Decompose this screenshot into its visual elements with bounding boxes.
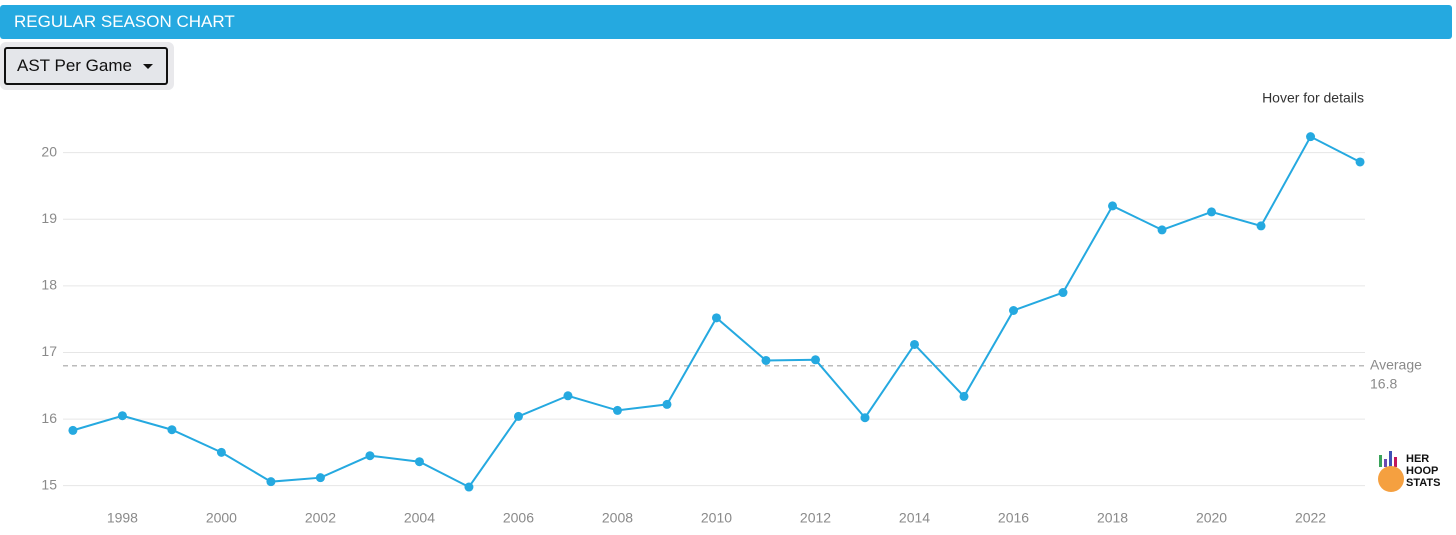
y-tick-label: 16 — [41, 410, 57, 426]
point — [1306, 132, 1316, 142]
logo-bar — [1384, 459, 1387, 467]
point — [1256, 221, 1266, 231]
point — [1157, 225, 1167, 235]
point — [612, 405, 622, 415]
point — [464, 482, 474, 492]
line — [72, 135, 1361, 489]
logo-ball — [1378, 466, 1404, 492]
x-tick-label: 2002 — [305, 510, 336, 526]
x-tick-label: 2012 — [800, 510, 831, 526]
x-tick-label: 2022 — [1295, 510, 1326, 526]
y-tick-label: 19 — [41, 210, 57, 226]
point — [761, 355, 771, 365]
logo-bar — [1379, 455, 1382, 467]
point — [909, 339, 919, 349]
hint: Hover for details — [1262, 90, 1364, 106]
logo-bar — [1389, 451, 1392, 467]
average-value: 16.8 — [1370, 375, 1397, 391]
x-tick-label: 2014 — [899, 510, 930, 526]
point — [1058, 288, 1068, 298]
logo: HER HOOP STATS — [1378, 451, 1440, 492]
point — [216, 447, 226, 457]
stat-dropdown[interactable]: AST Per Game — [4, 47, 168, 85]
logo-bar — [1394, 457, 1397, 467]
x-tick-label: 2006 — [503, 510, 534, 526]
point — [117, 411, 127, 421]
point — [167, 425, 177, 435]
point — [563, 391, 573, 401]
point — [266, 477, 276, 487]
y-tick-label: 18 — [41, 277, 57, 293]
x-tick-label: 2016 — [998, 510, 1029, 526]
x-tick-label: 2020 — [1196, 510, 1227, 526]
point — [1009, 306, 1019, 316]
logo-text: HER — [1406, 453, 1429, 465]
point — [662, 399, 672, 409]
y-tick-label: 15 — [41, 476, 57, 492]
point — [860, 413, 870, 423]
dropdown-wrap: AST Per Game — [0, 42, 174, 90]
average-label: Average — [1370, 356, 1422, 372]
x-tick-label: 2010 — [701, 510, 732, 526]
point — [1207, 207, 1217, 217]
x-tick-label: 2008 — [602, 510, 633, 526]
point — [1355, 157, 1365, 167]
point — [810, 355, 820, 365]
y-tick-label: 20 — [41, 143, 57, 159]
point — [414, 457, 424, 467]
point — [711, 313, 721, 323]
x-tick-label: 2018 — [1097, 510, 1128, 526]
point — [68, 425, 78, 435]
point — [315, 473, 325, 483]
y-tick-label: 17 — [41, 343, 57, 359]
logo-text: STATS — [1406, 477, 1440, 489]
x-tick-label: 1998 — [107, 510, 138, 526]
x-tick-label: 2000 — [206, 510, 237, 526]
point — [959, 391, 969, 401]
logo-text: HOOP — [1406, 465, 1438, 477]
point — [513, 411, 523, 421]
point — [365, 451, 375, 461]
point — [1108, 201, 1118, 211]
x-tick-label: 2004 — [404, 510, 435, 526]
header: REGULAR SEASON CHART — [0, 5, 1452, 39]
